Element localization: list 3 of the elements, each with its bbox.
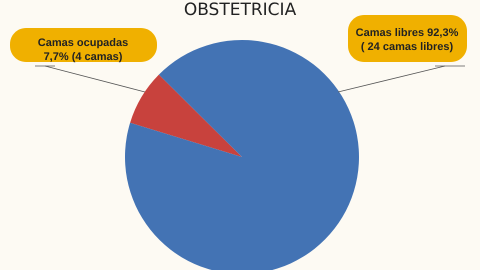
slice-label: Camas ocupadas 7,7% (4 camas) (38, 37, 128, 63)
chart-title: OBSTETRICIA (184, 0, 297, 20)
slice-label: Camas libres 92,3% ( 24 camas libres) (356, 27, 459, 53)
